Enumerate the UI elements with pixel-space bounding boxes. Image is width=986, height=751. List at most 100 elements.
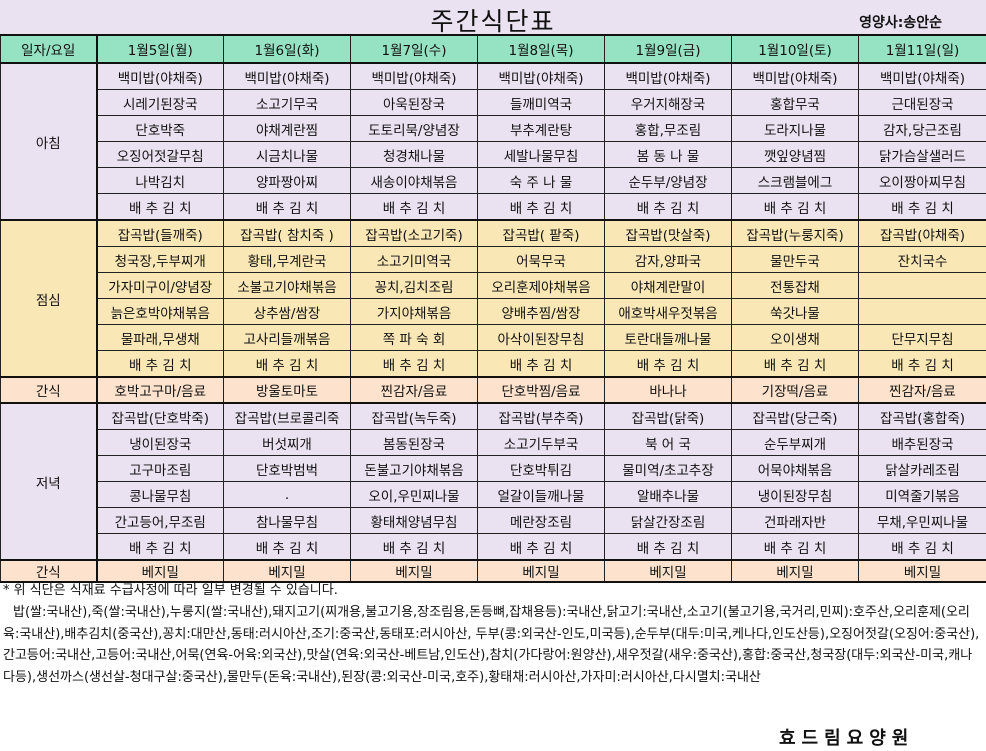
menu-item-cell: 꽁치,김치조림 (350, 272, 478, 299)
menu-item-cell: . (223, 481, 351, 508)
menu-item-cell: 잡곡밥(당근죽) (731, 402, 859, 430)
breakfast-row: 오징어젓갈무침 시금치나물 청경채나물 세발나물무침 봄 동 나 물 깻잎양념찜 닭가슴살샐… (1, 141, 986, 168)
column-header-day: 1월5일(월) (96, 34, 224, 64)
menu-item-cell: 백미밥(야채죽) (477, 62, 605, 90)
snack1-label: 간식 (0, 376, 98, 404)
snack-item-cell: 베지밀 (858, 559, 986, 583)
menu-item-cell: 고사리들깨볶음 (223, 324, 351, 351)
menu-item-cell: 배 추 김 치 (731, 533, 859, 561)
menu-item-cell: 잡곡밥(브로콜리죽 (223, 402, 351, 430)
dinner-row: 저녁 잡곡밥(단호박죽) 잡곡밥(브로콜리죽 잡곡밥(녹두죽) 잡곡밥(부추죽) 잡곡밥(… (0, 402, 986, 561)
lunch-row: 늙은호박야채볶음 상추쌈/쌈장 가지야채볶음 양배추찜/쌈장 애호박새우젓볶음 쑥갓나물 (1, 298, 986, 325)
column-header-day: 1월10일(토) (731, 34, 859, 64)
menu-item-cell: 깻잎양념찜 (731, 141, 859, 168)
menu-item-cell: 야채계란말이 (604, 272, 732, 299)
title-bar: 주간식단표 영양사:송안순 (0, 0, 986, 36)
weekly-menu-table: 일자/요일 1월5일(월) 1월6일(화) 1월7일(수) 1월8일(목) 1월… (0, 34, 986, 583)
menu-item-cell: 쑥갓나물 (731, 298, 859, 325)
breakfast-row: 아침 백미밥(야채죽) 백미밥(야채죽) 백미밥(야채죽) 백미밥(야채죽) 백미밥(야채… (0, 62, 986, 221)
menu-item-cell: 오징어젓갈무침 (96, 141, 224, 168)
menu-item-cell: 홍합무국 (731, 89, 859, 116)
menu-item-cell: 늙은호박야채볶음 (96, 298, 224, 325)
menu-item-cell: 토란대들깨나물 (604, 324, 732, 351)
menu-item-cell: 배 추 김 치 (604, 193, 732, 221)
ingredient-origin-info: 밥(쌀:국내산),죽(쌀:국내산),누룽지(쌀:국내산),돼지고기(찌개용,불고… (3, 605, 980, 685)
menu-item-cell: 소고기두부국 (477, 429, 605, 456)
menu-item-cell: 순두부/양념장 (604, 167, 732, 194)
menu-item-cell: 백미밥(야채죽) (223, 62, 351, 90)
menu-item-cell: 건파래자반 (731, 507, 859, 534)
column-header-day: 1월8일(목) (477, 34, 605, 64)
menu-item-cell: 배 추 김 치 (731, 193, 859, 221)
menu-item-cell: 오이,우민찌나물 (350, 481, 478, 508)
menu-change-notice: * 위 식단은 식재료 수급사정에 따라 일부 변경될 수 있습니다. (3, 583, 338, 598)
menu-item-cell: 버섯찌개 (223, 429, 351, 456)
menu-item-cell: 들깨미역국 (477, 89, 605, 116)
menu-item-cell: 애호박새우젓볶음 (604, 298, 732, 325)
menu-item-cell: 알배추나물 (604, 481, 732, 508)
menu-item-cell: 청국장,두부찌개 (96, 246, 224, 273)
menu-item-cell: 닭살간장조림 (604, 507, 732, 534)
menu-item-cell: 소불고기야채볶음 (223, 272, 351, 299)
menu-item-cell: 배 추 김 치 (350, 533, 478, 561)
snack-item-cell: 방울토마토 (223, 376, 351, 404)
menu-item-cell: 돈불고기야채볶음 (350, 455, 478, 482)
menu-item-cell: 어묵야채볶음 (731, 455, 859, 482)
menu-item-cell: 오리훈제야채볶음 (477, 272, 605, 299)
menu-item-cell: 배 추 김 치 (223, 350, 351, 378)
menu-item-cell: 청경채나물 (350, 141, 478, 168)
menu-item-cell: 어묵무국 (477, 246, 605, 273)
menu-item-cell: 잡곡밥( 참치죽 ) (223, 219, 351, 247)
menu-item-cell: 황태채양념무침 (350, 507, 478, 534)
snack-item-cell: 베지밀 (96, 559, 224, 583)
menu-item-cell: 배 추 김 치 (858, 193, 986, 221)
menu-item-cell: 백미밥(야채죽) (350, 62, 478, 90)
menu-item-cell: 메란장조림 (477, 507, 605, 534)
menu-item-cell: 백미밥(야채죽) (731, 62, 859, 90)
menu-item-cell: 양배추찜/쌈장 (477, 298, 605, 325)
menu-item-cell: 감자,당근조림 (858, 115, 986, 142)
snack-item-cell: 베지밀 (477, 559, 605, 583)
menu-item-cell: 냉이된장무침 (731, 481, 859, 508)
header-row: 일자/요일 1월5일(월) 1월6일(화) 1월7일(수) 1월8일(목) 1월… (0, 34, 986, 64)
column-header-day: 1월7일(수) (350, 34, 478, 64)
snack-item-cell: 호박고구마/음료 (96, 376, 224, 404)
facility-name: 효드림요양원 (779, 728, 915, 749)
menu-item-cell: 잡곡밥(야채죽) (858, 219, 986, 247)
menu-item-cell: 나박김치 (96, 167, 224, 194)
menu-item-cell: 쪽 파 숙 회 (350, 324, 478, 351)
menu-item-cell: 잡곡밥(단호박죽) (96, 402, 224, 430)
menu-item-cell: 배 추 김 치 (604, 533, 732, 561)
snack-item-cell: 베지밀 (604, 559, 732, 583)
menu-item-cell: 봄 동 나 물 (604, 141, 732, 168)
dietitian-name: 영양사:송안순 (859, 15, 942, 31)
lunch-label: 점심 (0, 219, 98, 378)
snack-item-cell: 기장떡/음료 (731, 376, 859, 404)
menu-item-cell: 잡곡밥(부추죽) (477, 402, 605, 430)
menu-item-cell: 단호박튀김 (477, 455, 605, 482)
menu-item-cell: 도라지나물 (731, 115, 859, 142)
menu-item-cell: 물파래,무생채 (96, 324, 224, 351)
menu-item-cell: 소고기무국 (223, 89, 351, 116)
lunch-row: 점심 잡곡밥(들깨죽) 잡곡밥( 참치죽 ) 잡곡밥(소고기죽) 잡곡밥( 팥죽) 잡곡밥… (0, 219, 986, 378)
snack-item-cell: 베지밀 (223, 559, 351, 583)
menu-item-cell: 도토리묵/양념장 (350, 115, 478, 142)
menu-item-cell: 배추된장국 (858, 429, 986, 456)
menu-item-cell: 북 어 국 (604, 429, 732, 456)
menu-item-cell: 양파짱아찌 (223, 167, 351, 194)
menu-item-cell: 물미역/초고추장 (604, 455, 732, 482)
column-header-day: 1월6일(화) (223, 34, 351, 64)
dinner-row: 콩나물무침. 오이,우민찌나물 얼갈이들깨나물 알배추나물 냉이된장무침 미역줄기볶음 (1, 481, 986, 508)
menu-item-cell: 백미밥(야채죽) (604, 62, 732, 90)
snack1-row: 간식 호박고구마/음료 방울토마토 찐감자/음료 단호박찜/음료 바나나 기장떡/음료 찐감자… (0, 376, 986, 404)
menu-item-cell: 무채,우민찌나물 (858, 507, 986, 534)
menu-item-cell: 전통잡채 (731, 272, 859, 299)
menu-item-cell: 아삭이된장무침 (477, 324, 605, 351)
menu-item-cell: 시레기된장국 (96, 89, 224, 116)
column-header-label: 일자/요일 (0, 34, 98, 64)
breakfast-row: 단호박죽 야채계란찜 도토리묵/양념장 부추계란탕 홍합,무조림 도라지나물 감자,당근조림 (1, 115, 986, 142)
menu-item-cell: 배 추 김 치 (477, 533, 605, 561)
menu-item-cell: 콩나물무침 (96, 481, 224, 508)
